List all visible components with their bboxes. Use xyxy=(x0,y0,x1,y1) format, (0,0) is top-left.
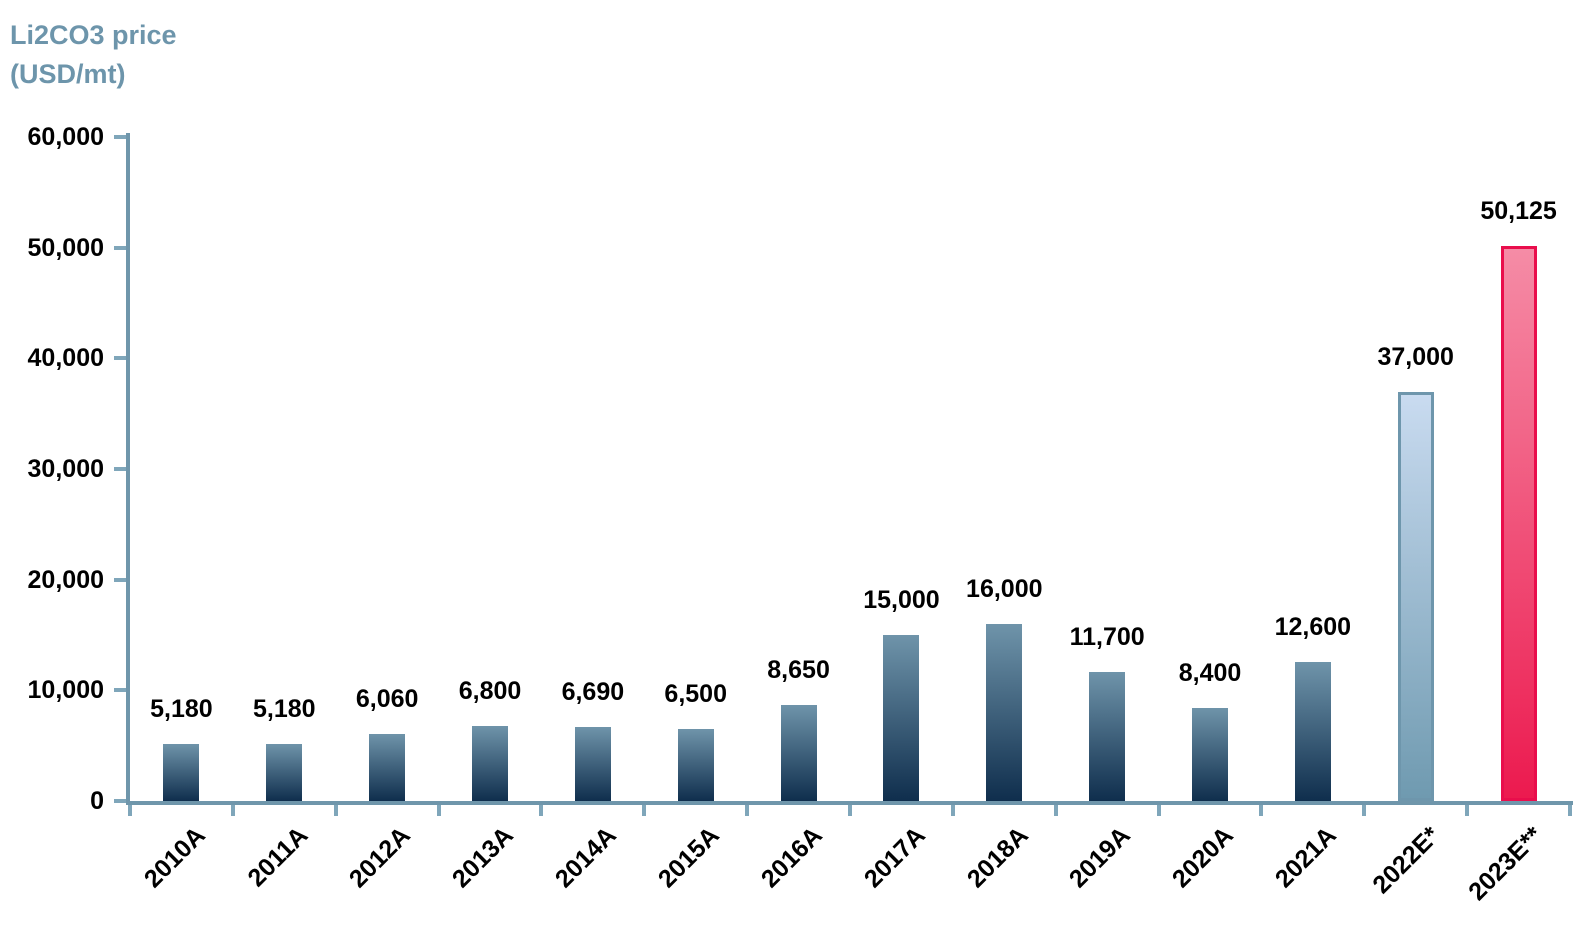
x-axis-tick xyxy=(230,805,235,816)
y-axis-label: 10,000 xyxy=(27,676,104,705)
x-axis-tick xyxy=(1465,805,1470,816)
x-axis-label-2012A: 2012A xyxy=(344,821,417,894)
y-axis-tick xyxy=(114,577,126,582)
x-axis-label-2017A: 2017A xyxy=(858,821,931,894)
y-axis-label: 20,000 xyxy=(27,565,104,594)
x-axis-label-2013A: 2013A xyxy=(447,821,520,894)
bar-2020A xyxy=(1192,708,1228,801)
x-axis-tick xyxy=(642,805,647,816)
x-axis-label-2021A: 2021A xyxy=(1270,821,1342,894)
chart-axis-title: Li2CO3 price (USD/mt) xyxy=(10,16,177,94)
bar-2022E* xyxy=(1397,391,1434,801)
bar-value-label-2010A: 5,180 xyxy=(150,694,213,723)
y-axis-tick xyxy=(114,135,126,139)
bar-2010A xyxy=(163,743,200,801)
x-axis-label-2018A: 2018A xyxy=(961,821,1034,894)
bar-value-label-2017A: 15,000 xyxy=(863,586,940,614)
bar-value-label-2018A: 16,000 xyxy=(966,574,1043,603)
bar-value-label-2014A: 6,690 xyxy=(561,677,625,706)
y-axis-label: 0 xyxy=(90,787,104,815)
bar-2019A xyxy=(1089,671,1126,801)
bar-2011A xyxy=(266,743,303,801)
x-axis-tick xyxy=(1053,805,1058,816)
y-axis-label: 60,000 xyxy=(27,123,104,151)
bar-value-label-2016A: 8,650 xyxy=(767,656,830,685)
x-axis-line xyxy=(126,801,1573,805)
x-axis-label-2011A: 2011A xyxy=(242,821,314,893)
bar-2021A xyxy=(1294,661,1331,801)
bar-value-label-2013A: 6,800 xyxy=(458,676,522,705)
y-axis-label: 40,000 xyxy=(27,344,104,373)
bar-2014A xyxy=(574,726,611,801)
y-axis-label: 50,000 xyxy=(27,233,104,262)
x-axis-label-2015A: 2015A xyxy=(652,821,725,894)
x-axis-tick xyxy=(950,805,955,816)
x-axis-tick xyxy=(848,805,852,816)
y-axis-tick xyxy=(114,356,126,361)
x-axis-tick xyxy=(333,805,338,816)
bar-value-label-2023E**: 50,125 xyxy=(1480,197,1557,226)
x-axis-label-2014A: 2014A xyxy=(550,821,622,894)
y-axis-label: 30,000 xyxy=(27,455,104,483)
y-axis-line xyxy=(126,133,130,805)
x-axis-tick xyxy=(539,805,544,816)
chart-axis-title-line1: Li2CO3 price xyxy=(10,20,177,50)
bar-value-label-2015A: 6,500 xyxy=(664,680,727,709)
bar-value-label-2011A: 5,180 xyxy=(253,694,316,723)
bar-2012A xyxy=(369,733,406,801)
x-axis-tick xyxy=(1568,805,1572,816)
x-axis-label-2020A: 2020A xyxy=(1167,821,1240,894)
y-axis-tick xyxy=(114,245,126,250)
bar-2013A xyxy=(472,725,508,801)
x-axis-label-2016A: 2016A xyxy=(755,821,828,894)
x-axis-label-2019A: 2019A xyxy=(1064,821,1137,894)
bar-2017A xyxy=(883,635,920,801)
x-axis-tick xyxy=(128,805,132,816)
y-axis-tick xyxy=(114,467,126,471)
x-axis-tick xyxy=(1156,805,1161,816)
x-axis-label-2022E*: 2022E* xyxy=(1367,821,1445,900)
bar-2018A xyxy=(986,623,1023,801)
y-axis-tick xyxy=(114,688,126,693)
x-axis-tick xyxy=(745,805,750,816)
x-axis-tick xyxy=(1362,805,1367,816)
bar-2016A xyxy=(780,705,817,801)
bar-value-label-2012A: 6,060 xyxy=(355,684,419,713)
bar-value-label-2019A: 11,700 xyxy=(1069,622,1145,651)
y-axis-tick xyxy=(114,799,126,803)
x-axis-tick xyxy=(1259,805,1264,816)
x-axis-label-2010A: 2010A xyxy=(138,821,211,894)
bar-value-label-2020A: 8,400 xyxy=(1178,659,1242,688)
bar-value-label-2021A: 12,600 xyxy=(1274,612,1352,641)
chart-axis-title-line2: (USD/mt) xyxy=(10,59,126,90)
x-axis-label-2023E**: 2023E** xyxy=(1462,821,1548,906)
bar-value-label-2022E*: 37,000 xyxy=(1377,342,1454,371)
x-axis-tick xyxy=(436,805,441,816)
bar-2015A xyxy=(677,729,714,801)
bar-2023E** xyxy=(1500,246,1537,801)
